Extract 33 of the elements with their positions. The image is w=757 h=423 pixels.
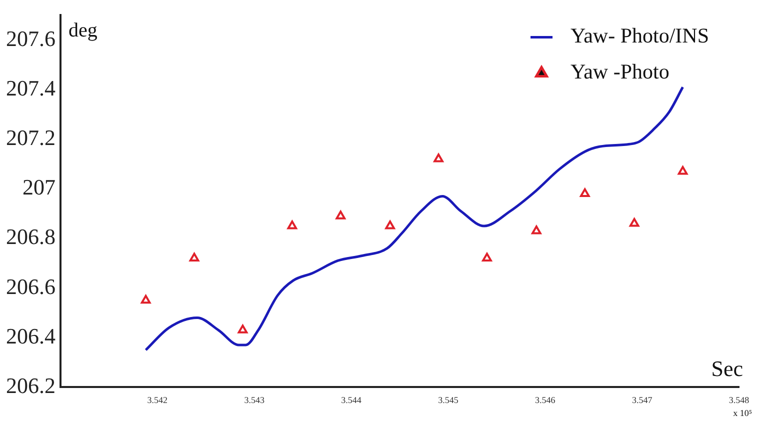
point	[678, 166, 688, 175]
x-tick-label: 3.542	[147, 394, 168, 405]
x-tick-label: 3.545	[438, 394, 459, 405]
y-tick-label: 207.4	[6, 75, 56, 100]
y-tick-label: 206.6	[6, 274, 56, 299]
point	[629, 218, 640, 227]
y-tick-label: 207	[22, 174, 56, 200]
x-tick-label: 3.544	[341, 394, 362, 405]
x-tick-label: 3.547	[632, 394, 653, 405]
line-series	[144, 86, 684, 352]
text: x 10⁵	[733, 408, 752, 418]
point	[287, 220, 298, 230]
y-tick-label: 207.2	[6, 124, 56, 150]
point	[482, 252, 492, 262]
x-tick-label: 3.548	[728, 394, 750, 405]
point	[336, 210, 346, 220]
y-axis-title: deg	[68, 19, 98, 42]
x-tick-label: 3.546	[535, 394, 556, 405]
y-tick-label: 206.2	[6, 372, 56, 398]
y-tick-label: 206.4	[6, 323, 56, 348]
legend-label: Yaw- Photo/INS	[570, 24, 710, 48]
y-tick-label: 207.6	[6, 26, 56, 51]
point	[238, 324, 248, 334]
y-tick-label: 206.8	[6, 224, 56, 250]
x-axis-title: Sec	[711, 356, 744, 381]
legend-label: Yaw -Photo	[570, 60, 670, 84]
point	[385, 220, 395, 230]
point	[189, 252, 200, 262]
point	[580, 188, 590, 198]
point	[434, 154, 444, 162]
point	[532, 225, 542, 234]
x-tick-label: 3.543	[244, 394, 265, 405]
point	[140, 294, 151, 304]
